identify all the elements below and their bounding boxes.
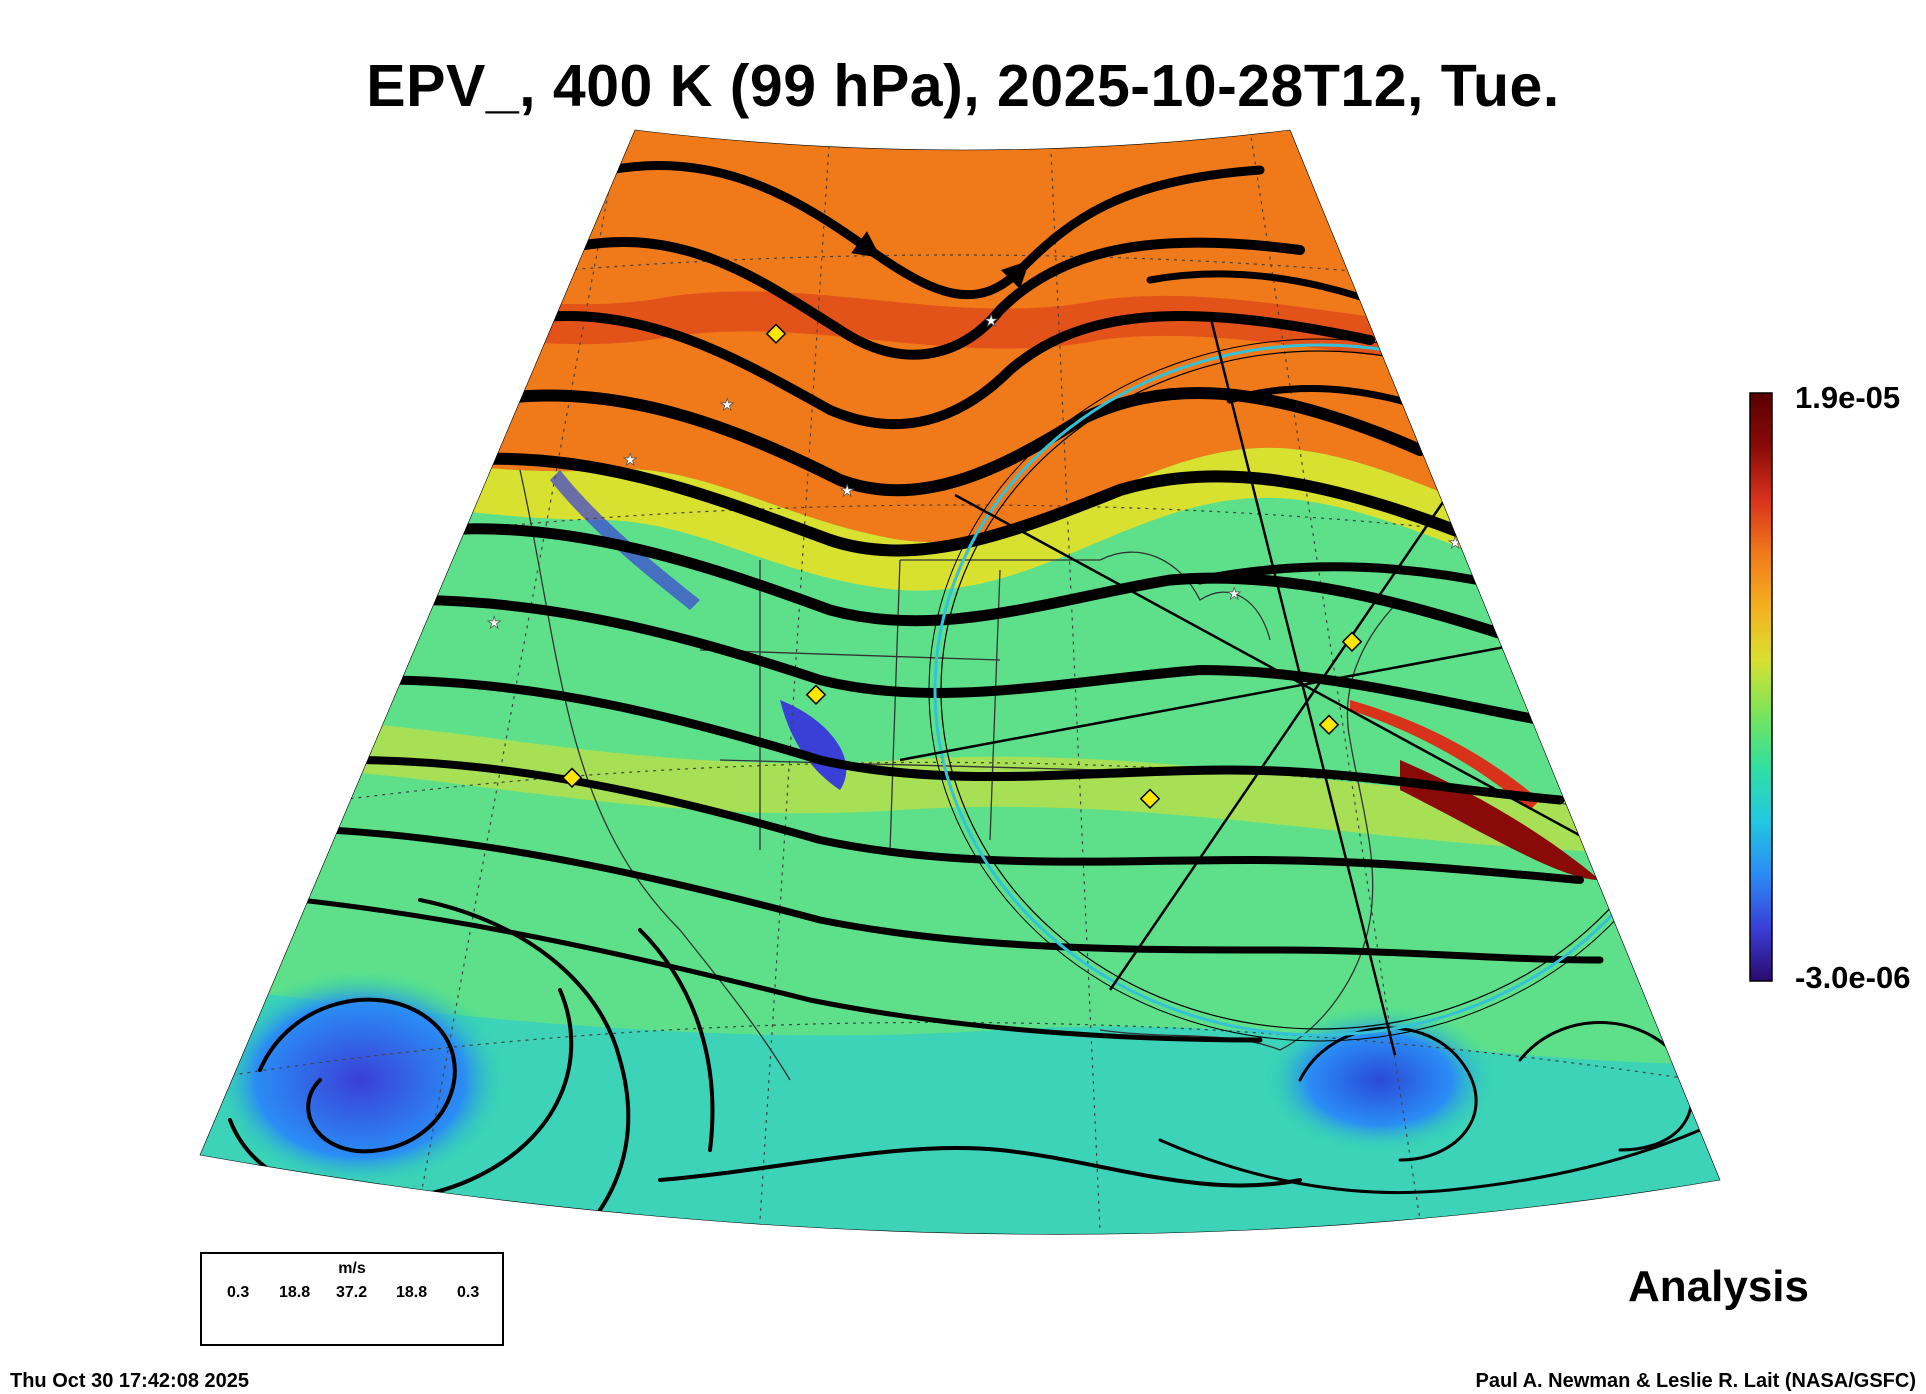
- wind-speed-legend: m/s 0.3 18.8 37.2 18.8 0.3: [200, 1252, 504, 1346]
- low-pv-patch: [780, 700, 847, 790]
- svg-text:★: ★: [840, 483, 854, 500]
- peak-pv-filament-2: [1350, 700, 1540, 810]
- streamlines: [228, 161, 1702, 1212]
- credit-label: Paul A. Newman & Leslie R. Lait (NASA/GS…: [1475, 1370, 1916, 1392]
- svg-text:★: ★: [720, 397, 734, 414]
- svg-text:★: ★: [487, 615, 501, 632]
- colorbar-min-label: -3.0e-06: [1795, 960, 1911, 995]
- map-outline: [199, 129, 1721, 1235]
- wind-legend-value: 37.2: [336, 1284, 368, 1301]
- timestamp-label: Thu Oct 30 17:42:08 2025: [10, 1370, 250, 1392]
- mid-band: [200, 716, 1720, 854]
- wind-legend-value: 18.8: [279, 1284, 311, 1301]
- low-pv-streak: [550, 470, 700, 610]
- wind-legend-value: 18.8: [396, 1284, 428, 1301]
- page-title: EPV_, 400 K (99 hPa), 2025-10-28T12, Tue…: [366, 53, 1560, 119]
- yellow-markers: [561, 323, 1363, 809]
- wind-legend-value: 0.3: [457, 1284, 480, 1301]
- svg-text:★: ★: [1227, 586, 1241, 603]
- svg-text:★: ★: [984, 313, 998, 330]
- analysis-label: Analysis: [1628, 1262, 1809, 1311]
- svg-text:★: ★: [1440, 320, 1454, 337]
- svg-text:★: ★: [623, 452, 637, 469]
- wind-legend-unit: m/s: [338, 1260, 366, 1277]
- colorbar: [1749, 392, 1773, 982]
- wind-legend-value: 0.3: [227, 1284, 250, 1301]
- epv-field: ★ ★ ★ ★ ★ ★ ★ ★: [200, 130, 1720, 1235]
- svg-text:★: ★: [1448, 535, 1462, 552]
- colorbar-max-label: 1.9e-05: [1795, 380, 1901, 415]
